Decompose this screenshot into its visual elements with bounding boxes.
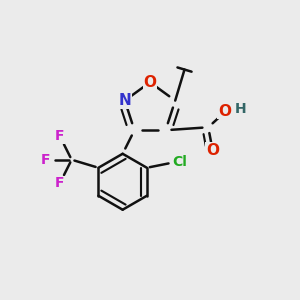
Text: N: N [118, 93, 131, 108]
Text: O: O [143, 75, 157, 90]
Text: H: H [234, 102, 246, 116]
Text: F: F [40, 153, 50, 167]
Text: F: F [55, 176, 64, 190]
Text: O: O [206, 143, 219, 158]
Text: Cl: Cl [172, 155, 187, 169]
Text: O: O [218, 103, 231, 118]
Text: F: F [55, 129, 64, 143]
